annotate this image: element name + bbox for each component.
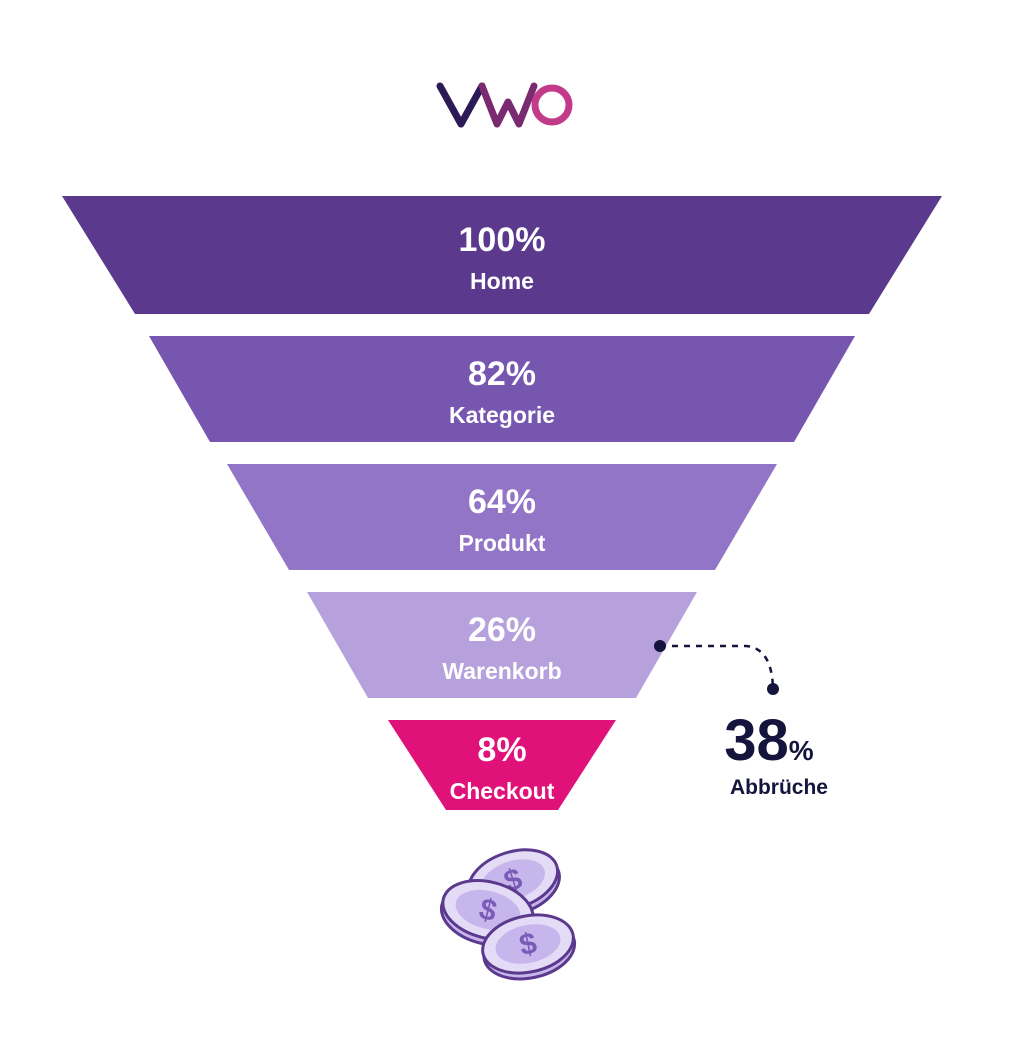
dropoff-connector-line — [660, 644, 775, 690]
logo-letter-o — [531, 84, 573, 126]
funnel-stage-band — [227, 464, 777, 570]
funnel-stage-value: 26% — [468, 611, 536, 649]
logo-letter-w — [478, 82, 538, 128]
coin-inner — [495, 924, 561, 964]
dropoff-value-group: 38% — [724, 708, 814, 773]
funnel-stage-value: 100% — [459, 221, 546, 259]
funnel-stages: 100% Home 82% Kategorie 64% Produkt 26% Warenko… — [62, 196, 942, 810]
funnel-stage-label: Kategorie — [449, 402, 555, 428]
funnel-stage-label: Warenkorb — [442, 658, 561, 684]
funnel-stage-label: Produkt — [459, 530, 546, 556]
funnel-stage-label: Home — [470, 268, 534, 294]
funnel-stage-kategorie: 82% Kategorie — [149, 336, 855, 442]
dropoff-connector-end-dot — [767, 683, 779, 695]
funnel-stage-band — [307, 592, 697, 698]
funnel-stage-produkt: 64% Produkt — [227, 464, 777, 570]
dropoff-annotation: 38% Abbrüche — [724, 708, 828, 799]
coin-icon: $ — [481, 913, 577, 981]
funnel-stage-value: 8% — [477, 731, 526, 769]
funnel-stage-home: 100% Home — [62, 196, 942, 314]
funnel-stage-checkout: 8% Checkout — [388, 720, 616, 810]
dropoff-value: 38 — [724, 708, 789, 773]
dropoff-connector — [654, 640, 779, 695]
coins-icon: $$$ — [439, 848, 577, 981]
funnel-stage-value: 64% — [468, 483, 536, 521]
dropoff-unit: % — [789, 735, 814, 766]
logo-letter-v — [436, 82, 486, 128]
dollar-sign-icon: $ — [517, 927, 540, 963]
funnel-stage-band — [62, 196, 942, 314]
dropoff-label: Abbrüche — [730, 776, 828, 799]
dropoff-connector-start-dot — [654, 640, 666, 652]
funnel-stage-warenkorb: 26% Warenkorb — [307, 592, 697, 698]
funnel-stage-value: 82% — [468, 355, 536, 393]
coin-inner — [455, 889, 521, 931]
funnel-stage-label: Checkout — [450, 778, 555, 804]
vwo-logo — [436, 82, 573, 128]
funnel-stage-band — [388, 720, 616, 810]
funnel-stage-band — [149, 336, 855, 442]
